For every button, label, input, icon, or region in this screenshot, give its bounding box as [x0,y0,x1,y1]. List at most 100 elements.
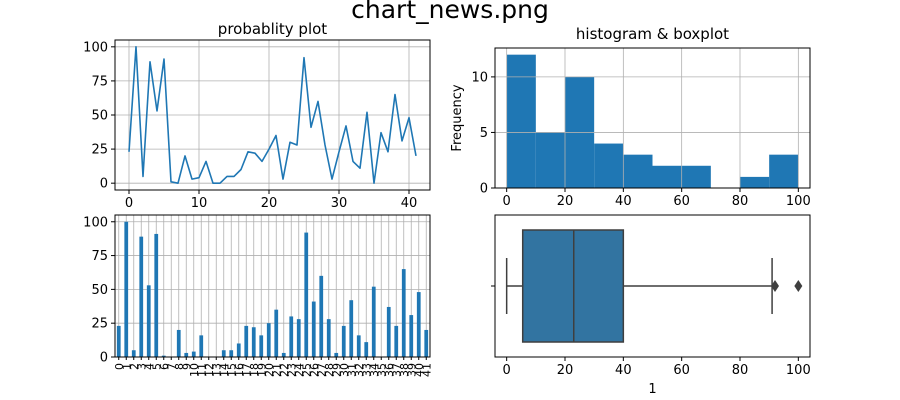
x-tick-label: 41 [420,363,433,377]
outlier-marker [771,280,779,292]
bar [274,309,279,357]
bar [311,301,316,357]
histogram-plot: 0 20 40 60 80 100 0 5 10 histogram & boxplot Frequ… [450,25,811,209]
plot-title: histogram & boxplot [576,25,729,43]
bar [139,236,144,357]
bar [146,285,151,357]
x-tick-label: 40 [615,363,632,378]
x-tick-label: 6 [158,363,171,370]
bar [154,233,159,357]
bar [124,221,129,357]
histogram-bar [740,176,770,188]
bar [191,351,196,357]
x-tick-label: 10 [191,196,208,211]
x-tick-label: 8 [173,363,186,370]
bar [161,355,166,357]
bar [281,352,286,357]
bar [326,319,331,357]
x-tick-label: 21 [270,363,283,377]
x-tick-label: 34 [368,363,381,377]
x-tick-label: 80 [732,194,749,209]
bar [251,327,256,357]
y-tick-label: 0 [100,177,108,192]
x-tick-label: 60 [673,194,690,209]
bar [236,343,241,357]
bar [229,350,234,357]
bar [394,325,399,357]
bar [341,325,346,357]
bar [319,275,324,357]
bar [266,323,271,357]
plot-frame [494,47,811,189]
histogram-bar [623,154,653,188]
bar-plot: 0255075100012345678910111213141516171819… [83,214,433,377]
x-tick-label: 27 [315,363,328,377]
x-tick-label: 37 [390,363,403,377]
bar [349,300,354,357]
bar [364,342,369,357]
figure-suptitle: chart_news.png [351,0,549,24]
x-axis-label: 1 [648,382,656,397]
bar [334,352,339,357]
x-tick-label: 100 [786,194,811,209]
x-tick-label: 0 [503,194,511,209]
x-tick-label: 14 [218,363,231,377]
x-tick-label: 0 [125,196,133,211]
x-tick-label: 12 [203,363,216,377]
plot-frame [494,214,811,358]
plot-title: probablity plot [218,20,327,38]
x-tick-label: 2 [128,363,141,370]
x-tick-label: 32 [353,363,366,377]
y-tick-label: 50 [91,109,108,124]
x-tick-label: 13 [210,363,223,377]
x-tick-label: 0 [503,363,511,378]
bar [409,315,414,357]
x-tick-label: 40 [413,363,426,377]
x-tick-label: 1 [120,363,133,370]
bar [176,329,181,357]
x-tick-label: 5 [150,363,163,370]
x-tick-label: 20 [557,363,574,378]
bar [386,306,391,357]
x-tick-label: 24 [293,363,306,377]
y-tick-label: 100 [83,215,108,230]
x-tick-label: 23 [285,363,298,377]
x-tick-label: 36 [383,363,396,377]
x-tick-label: 39 [405,363,418,377]
x-tick-label: 31 [345,363,358,377]
bar [296,319,301,357]
plot-frame [114,39,431,191]
probability-plot: 0 10 20 30 40 0 25 50 75 100 probablity plot [83,20,431,211]
y-tick-label: 75 [91,249,108,264]
x-tick-label: 60 [673,363,690,378]
bar [131,350,136,357]
x-tick-label: 4 [143,363,156,370]
x-tick-label: 100 [786,363,811,378]
bar [356,335,361,357]
bar [221,350,226,357]
plot-frame [114,214,431,358]
y-tick-label: 5 [480,126,488,141]
x-tick-label: 20 [261,196,278,211]
x-tick-label: 40 [615,194,632,209]
x-tick-label: 80 [732,363,749,378]
x-tick-label: 9 [180,363,193,370]
x-tick-label: 17 [240,363,253,377]
x-tick-label: 35 [375,363,388,377]
histogram-bar [535,132,565,188]
bar [416,292,421,357]
x-tick-label: 25 [300,363,313,377]
x-tick-label: 28 [323,363,336,377]
y-axis-label: Frequency [450,84,465,151]
histogram-bar [594,143,624,188]
x-tick-label: 7 [165,363,178,370]
x-tick-label: 11 [195,363,208,377]
y-tick-label: 75 [91,74,108,89]
bar [199,335,204,357]
histogram-bar [681,165,711,188]
bar [244,325,249,357]
x-tick-label: 20 [557,194,574,209]
x-tick-label: 20 [263,363,276,377]
x-tick-label: 30 [331,196,348,211]
bar [424,329,429,357]
